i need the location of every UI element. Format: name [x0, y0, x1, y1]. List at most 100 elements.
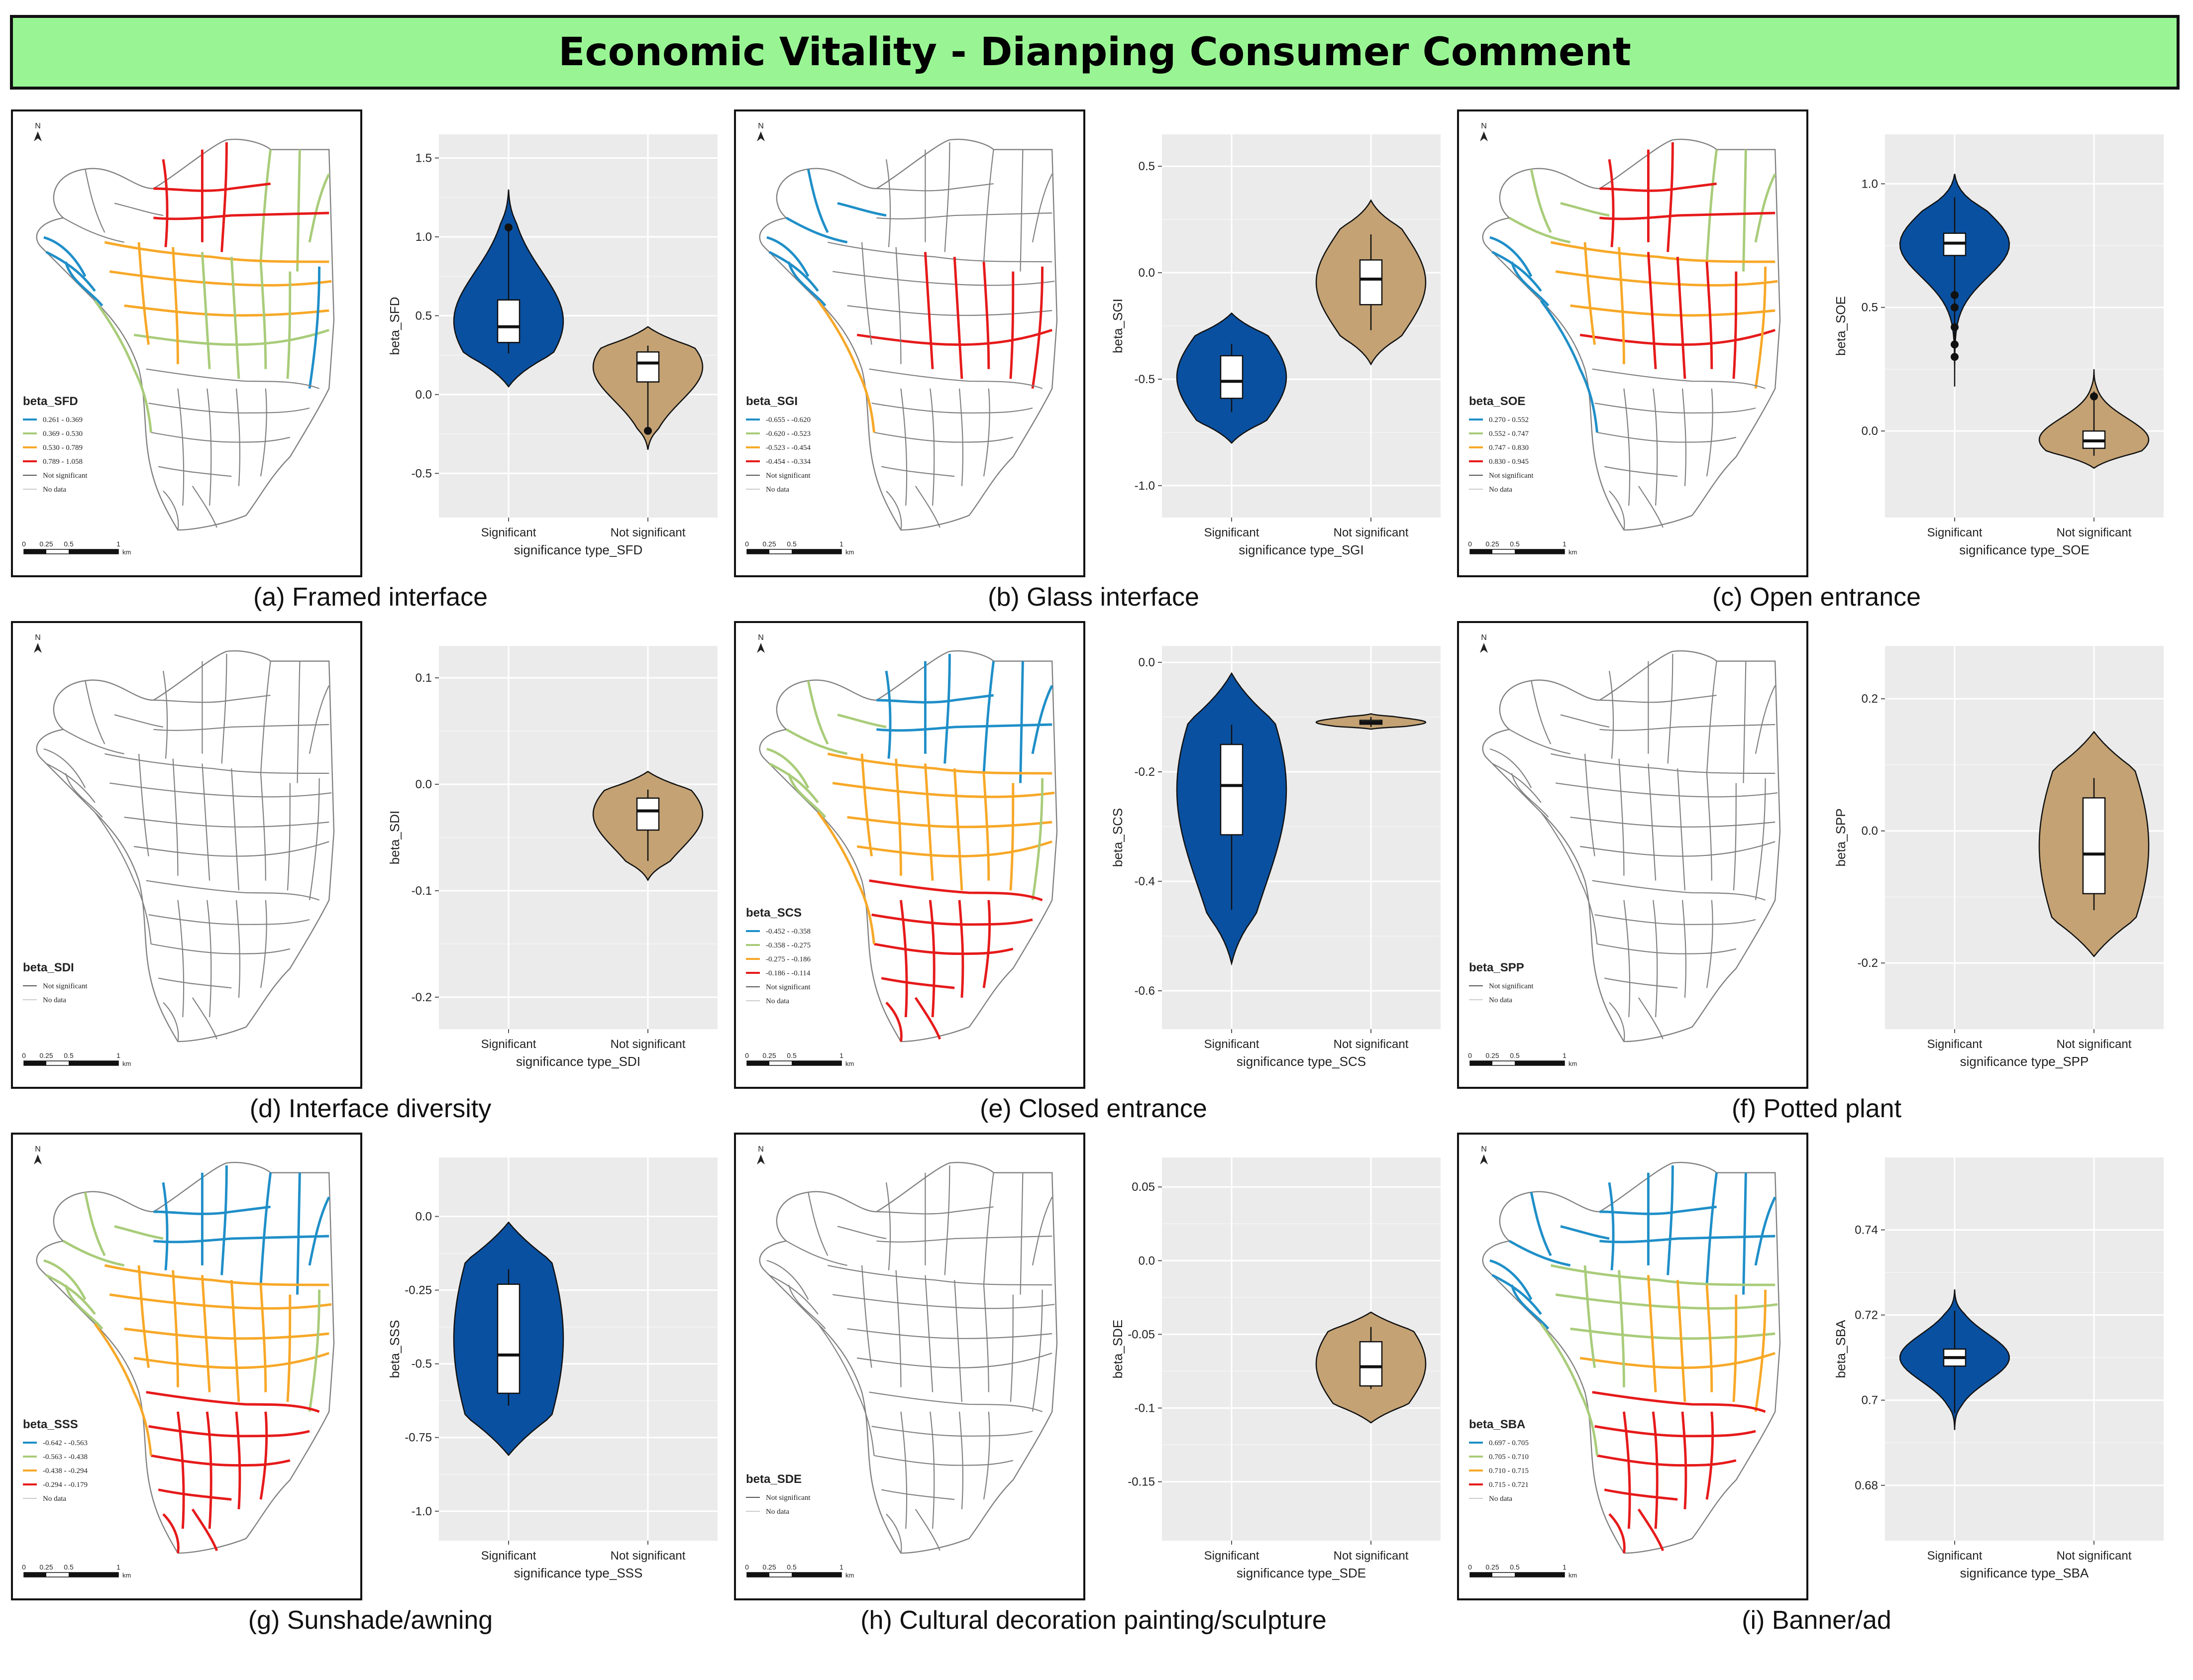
road-segment — [1676, 1280, 1686, 1402]
road-segment — [235, 1411, 241, 1509]
road-segment — [1009, 783, 1015, 891]
road-segment — [192, 997, 217, 1040]
legend-label: -0.452 - -0.358 — [766, 928, 811, 936]
road-segment — [1608, 159, 1615, 247]
road-segment — [874, 431, 1014, 443]
road-segment — [308, 173, 330, 243]
y-axis-label: beta_SOE — [1833, 296, 1848, 356]
road-segment — [869, 879, 1043, 902]
road-segment — [153, 1235, 329, 1244]
legend-label: Not significant — [766, 983, 811, 991]
road-segment — [1754, 173, 1776, 243]
road-segment — [900, 1411, 908, 1529]
legend-label: 0.747 - 0.830 — [1489, 444, 1529, 452]
scale-label: 1 — [839, 540, 843, 548]
y-tick-label: 0.5 — [1139, 160, 1155, 173]
road-segment — [982, 261, 990, 369]
road-segment — [885, 1001, 903, 1042]
road-segment — [1540, 812, 1598, 945]
road-segment — [1754, 1196, 1776, 1266]
road-segment — [230, 1280, 240, 1402]
road-segment — [177, 900, 185, 1018]
y-tick-label: 0.1 — [416, 671, 432, 685]
road-segment — [133, 1352, 329, 1369]
scale-bar: 0 0.25 0.5 1km — [745, 540, 854, 556]
road-segment — [856, 840, 1052, 858]
scale-label: 0.25 — [39, 1563, 53, 1571]
road-segment — [1530, 169, 1552, 233]
road-segment — [876, 212, 1052, 219]
road-network — [1482, 1161, 1781, 1554]
road-segment — [1592, 1391, 1766, 1413]
chart-i: 0.74 0.72 0.7 0.68 beta_SBA Significant Not si… — [1825, 1133, 2176, 1600]
north-label: N — [758, 633, 764, 642]
x-tick-label: Not significant — [1334, 1549, 1409, 1563]
road-segment — [308, 266, 321, 389]
road-segment — [1667, 142, 1674, 252]
road-segment — [1594, 1425, 1756, 1438]
legend-label: 0.530 - 0.789 — [43, 444, 83, 452]
road-segment — [1609, 1002, 1625, 1042]
legend-label: -0.563 - -0.438 — [43, 1453, 88, 1461]
scale-bar: 0 0.25 0.5 1km — [22, 1563, 131, 1579]
legend-label: -0.454 - -0.334 — [766, 458, 811, 466]
outlier-point — [2090, 392, 2098, 401]
legend-label: -0.655 - -0.620 — [766, 416, 811, 424]
panel-caption: (b) Glass interface — [988, 583, 1199, 612]
scale-bar: 0 0.25 0.5 1km — [1468, 540, 1577, 556]
scale-bar-segment — [69, 549, 118, 554]
scale-label: 1 — [1563, 1051, 1566, 1059]
road-segment — [1530, 1192, 1552, 1257]
legend-label: -0.438 - -0.294 — [43, 1467, 88, 1475]
road-segment — [172, 1270, 179, 1387]
road-segment — [874, 943, 1014, 955]
legend-label: 0.830 - 0.945 — [1489, 458, 1529, 466]
road-segment — [172, 758, 179, 876]
x-tick-label: Significant — [481, 1549, 536, 1563]
legend-title: beta_SOE — [1469, 395, 1525, 408]
panel-caption: (a) Framed interface — [253, 583, 488, 612]
road-segment — [876, 723, 1052, 732]
road-segment — [43, 236, 87, 277]
road-segment — [296, 149, 301, 272]
y-axis-label: beta_SDI — [387, 811, 402, 864]
scale-label: 0.25 — [39, 1051, 53, 1059]
outlier-point — [1951, 353, 1959, 361]
y-tick-label: -1.0 — [412, 1505, 432, 1518]
y-axis-label: beta_SGI — [1110, 299, 1125, 353]
road-segment — [133, 328, 329, 346]
road-segment — [137, 242, 150, 345]
road-network — [759, 650, 1058, 1043]
x-axis-label: significance type_SPP — [1960, 1054, 2089, 1069]
legend-label: Not significant — [766, 472, 811, 480]
outlier-point — [644, 426, 652, 435]
road-segment — [114, 1225, 164, 1240]
scale-bar-segment — [792, 549, 841, 554]
road-segment — [260, 661, 271, 774]
legend-label: Not significant — [1489, 982, 1534, 990]
road-segment — [1594, 914, 1756, 925]
x-tick-label: Not significant — [1334, 526, 1409, 539]
road-segment — [769, 1274, 819, 1315]
road-segment — [1754, 266, 1767, 389]
road-segment — [1556, 782, 1778, 798]
legend-title: beta_SGI — [746, 395, 798, 408]
road-segment — [1755, 778, 1766, 900]
y-tick-label: 0.68 — [1855, 1479, 1878, 1492]
legend-title: beta_SDI — [23, 961, 74, 974]
road-segment — [1491, 251, 1542, 292]
y-tick-label: 0.0 — [1139, 1254, 1155, 1267]
road-segment — [1508, 1240, 1571, 1267]
road-segment — [1733, 783, 1737, 891]
road-segment — [1604, 1488, 1678, 1501]
road-segment — [847, 1328, 1052, 1339]
scale-bar: 0 0.25 0.5 1km — [745, 1051, 854, 1067]
road-segment — [929, 900, 936, 1018]
road-segment — [915, 1509, 940, 1551]
